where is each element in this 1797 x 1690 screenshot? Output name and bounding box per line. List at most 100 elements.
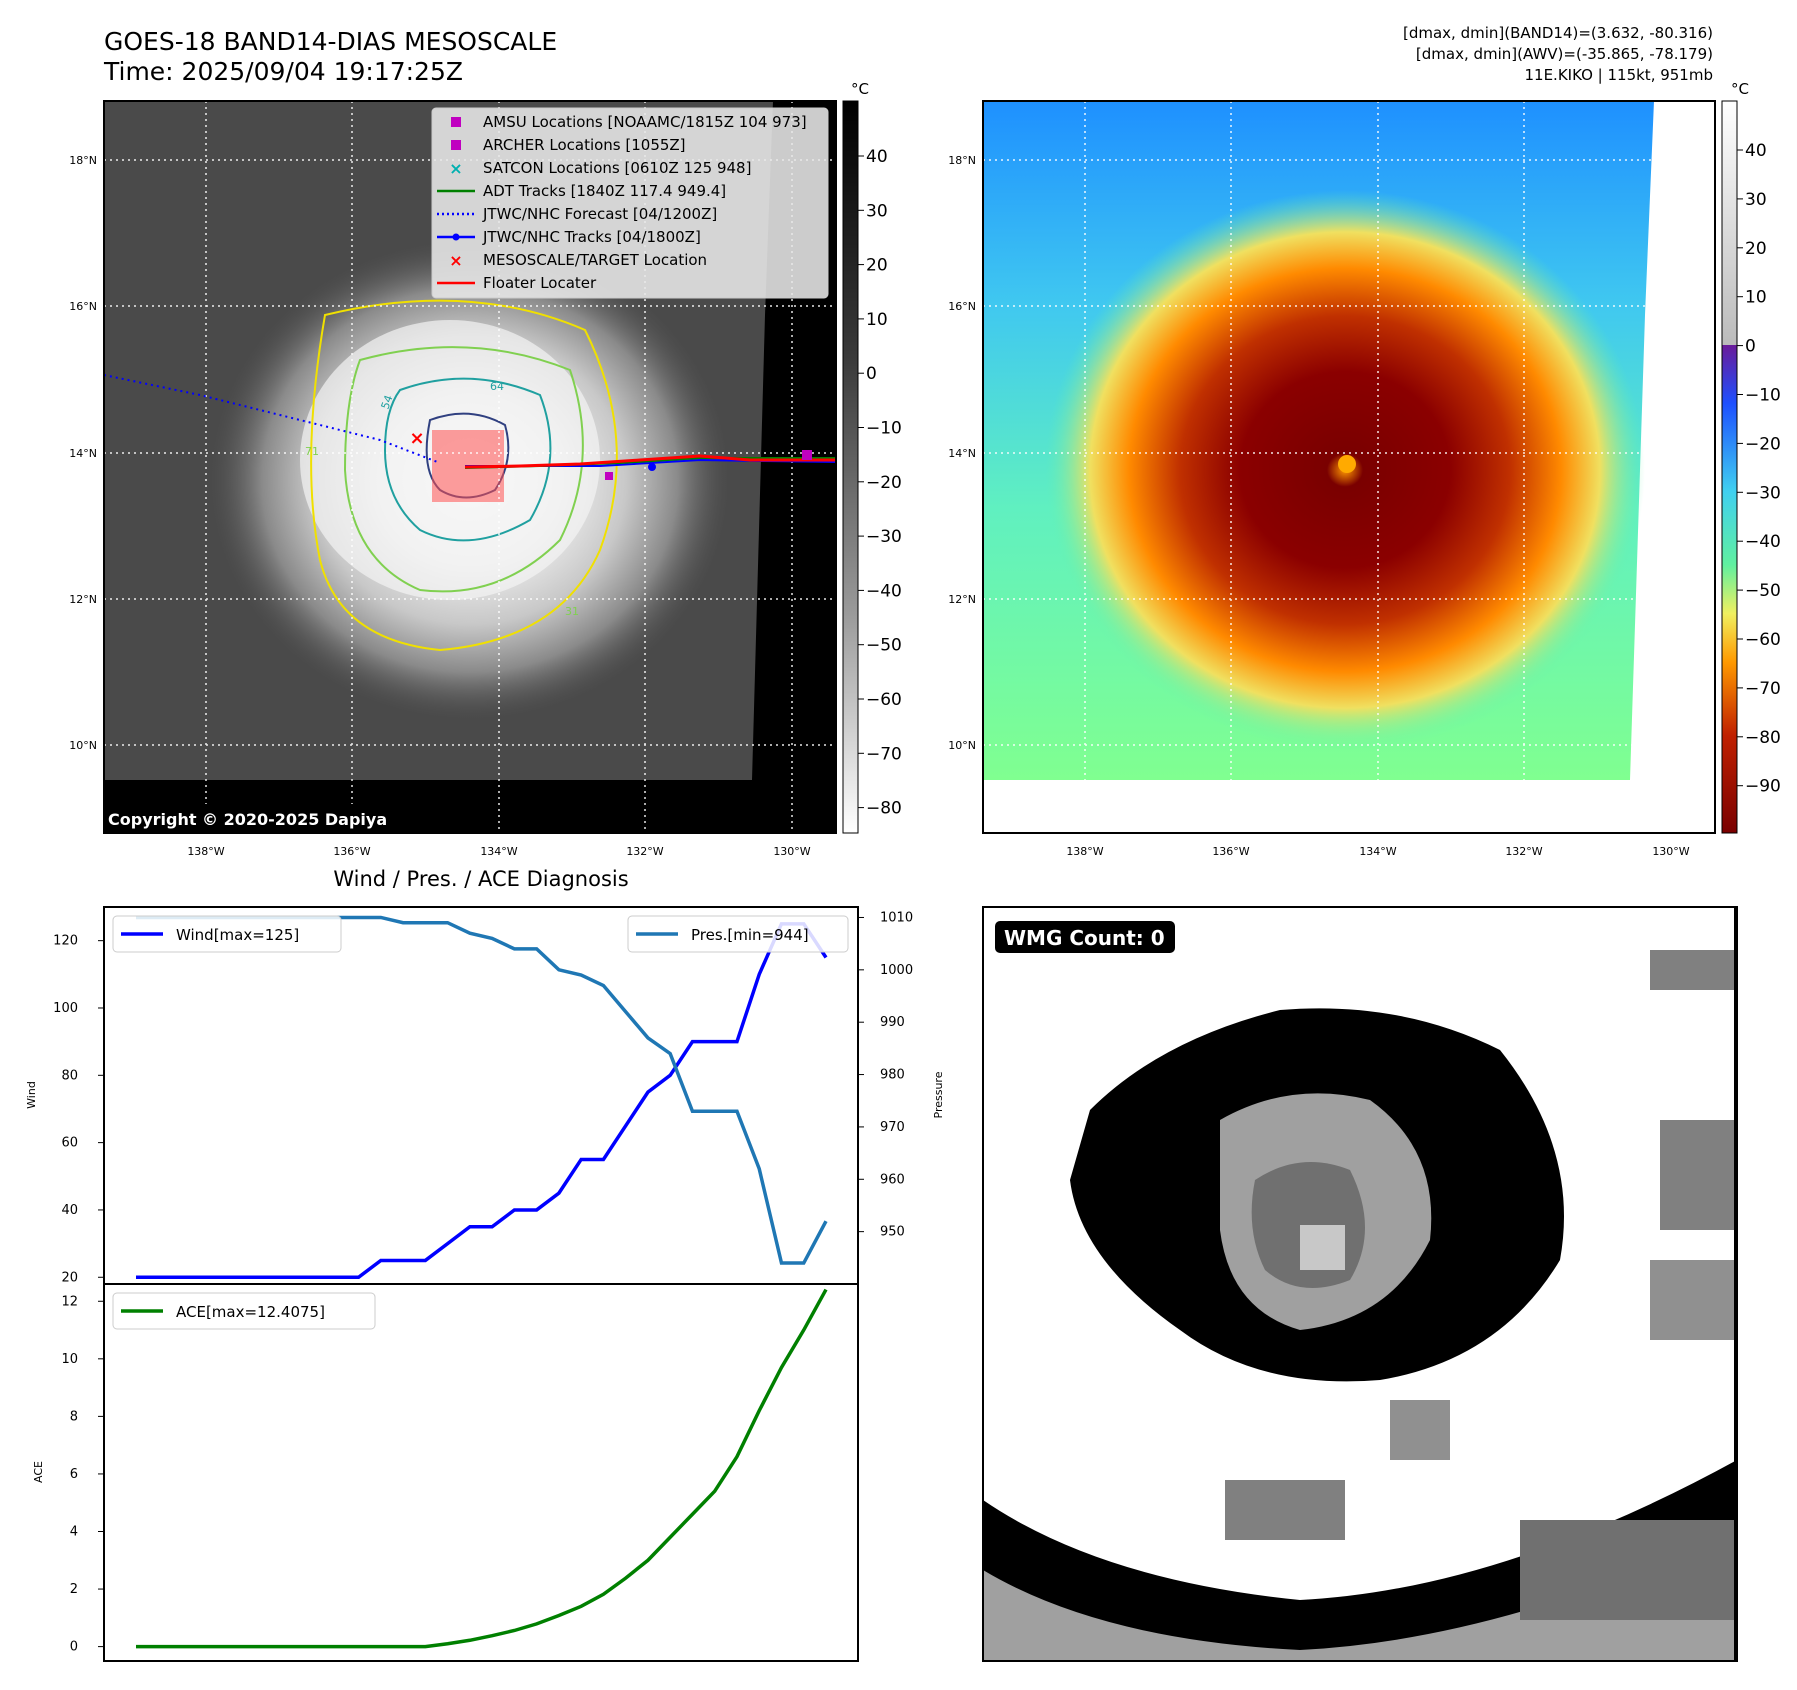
awv-cb-label: −30 bbox=[1745, 483, 1781, 503]
legend-label: Floater Locater bbox=[483, 274, 597, 292]
ir-colorbar-unit: °C bbox=[851, 80, 869, 98]
ace-tick-label: 12 bbox=[61, 1294, 78, 1309]
legend-label: ARCHER Locations [1055Z] bbox=[483, 136, 686, 154]
ir-lon-label: 134°W bbox=[480, 845, 517, 858]
legend-label: MESOSCALE/TARGET Location bbox=[483, 251, 707, 269]
pres-tick-label: 950 bbox=[880, 1225, 905, 1240]
awv-cb-label: −70 bbox=[1745, 679, 1781, 699]
wind-legend-label: Wind[max=125] bbox=[176, 926, 299, 944]
awv-lon-label: 138°W bbox=[1066, 845, 1103, 858]
awv-lon-label: 132°W bbox=[1505, 845, 1542, 858]
awv-lat-label: 16°N bbox=[948, 300, 976, 313]
awv-lat-label: 12°N bbox=[948, 593, 976, 606]
wmg-count-label: WMG Count: 0 bbox=[1004, 926, 1165, 950]
legend-item: × SATCON Locations [0610Z 125 948] bbox=[449, 159, 751, 178]
awv-cb-label: 20 bbox=[1745, 239, 1767, 259]
ace-panel: 12 10 8 6 4 2 0 ACE[max=12.4075] bbox=[61, 1283, 859, 1662]
ir-cb-label: −10 bbox=[866, 419, 902, 439]
pres-legend-label: Pres.[min=944] bbox=[691, 926, 809, 944]
awv-colorbar: °C 40 30 20 10 0 −10 −20 −30 −40 −50 −60 −70 −80 −90 bbox=[1721, 80, 1781, 834]
copyright: Copyright © 2020-2025 Dapiya bbox=[108, 810, 387, 829]
awv-colorbar-unit: °C bbox=[1731, 80, 1749, 98]
legend-item: JTWC/NHC Forecast [04/1200Z] bbox=[437, 205, 717, 223]
ir-legend: AMSU Locations [NOAAMC/1815Z 104 973] ARC… bbox=[431, 107, 829, 299]
awv-lon-label: 130°W bbox=[1652, 845, 1689, 858]
legend-item: ARCHER Locations [1055Z] bbox=[451, 136, 686, 154]
wmg-eye bbox=[1300, 1225, 1345, 1270]
wind-legend: Wind[max=125] bbox=[112, 915, 342, 953]
legend-label: AMSU Locations [NOAAMC/1815Z 104 973] bbox=[483, 113, 807, 131]
ir-lat-label: 10°N bbox=[69, 739, 97, 752]
wind-tick-label: 60 bbox=[61, 1136, 78, 1151]
ir-cb-label: −30 bbox=[866, 527, 902, 547]
ace-tick-label: 0 bbox=[70, 1640, 78, 1655]
legend-item: AMSU Locations [NOAAMC/1815Z 104 973] bbox=[451, 113, 807, 131]
ir-map-frame bbox=[103, 100, 837, 834]
ace-tick-label: 2 bbox=[70, 1582, 78, 1597]
legend-label: JTWC/NHC Forecast [04/1200Z] bbox=[482, 205, 717, 223]
awv-cb-label: 0 bbox=[1745, 337, 1756, 357]
ace-tick-label: 10 bbox=[61, 1352, 78, 1367]
wind-pres-panel: 120 100 80 60 40 20 1010 1000 990 980 970 960 950 W… bbox=[53, 906, 913, 1285]
wind-tick-label: 20 bbox=[61, 1270, 78, 1285]
legend-marker: × bbox=[449, 251, 462, 270]
ace-tick-label: 4 bbox=[70, 1524, 78, 1539]
legend-item: Floater Locater bbox=[437, 274, 597, 292]
awv-cb-label: −90 bbox=[1745, 777, 1781, 797]
contour-green bbox=[343, 346, 584, 593]
archer-marker bbox=[605, 472, 613, 480]
pres-tick-label: 960 bbox=[880, 1172, 905, 1187]
amsu-marker bbox=[802, 450, 812, 460]
legend-label: JTWC/NHC Tracks [04/1800Z] bbox=[482, 228, 701, 246]
dmax-band14: [dmax, dmin](BAND14)=(3.632, -80.316) bbox=[1403, 24, 1713, 42]
awv-cb-label: −80 bbox=[1745, 728, 1781, 748]
ir-lat-label: 14°N bbox=[69, 447, 97, 460]
contour-teal bbox=[383, 377, 552, 542]
wmg-outer-gray bbox=[983, 1530, 1737, 1661]
ir-cb-label: −70 bbox=[866, 744, 902, 764]
contour-label-0: 54 bbox=[379, 393, 396, 411]
pres-tick-label: 990 bbox=[880, 1015, 905, 1030]
awv-cb-label: −50 bbox=[1745, 581, 1781, 601]
pres-tick-label: 980 bbox=[880, 1068, 905, 1083]
ir-lat-label: 18°N bbox=[69, 154, 97, 167]
ir-lat-label: 12°N bbox=[69, 593, 97, 606]
ace-tick-label: 6 bbox=[70, 1467, 78, 1482]
awv-lon-label: 136°W bbox=[1212, 845, 1249, 858]
ace-series-line bbox=[136, 1288, 828, 1649]
contour-label-2: 71 bbox=[305, 445, 319, 458]
storm-info: 11E.KIKO | 115kt, 951mb bbox=[1524, 66, 1713, 84]
pres-tick-label: 970 bbox=[880, 1120, 905, 1135]
ir-colorbar: °C 40 30 20 10 0 −10 −20 −30 −40 −50 −60 −70 −80 bbox=[842, 80, 902, 834]
wmg-panel: WMG Count: 0 bbox=[982, 906, 1738, 1662]
wind-tick-label: 120 bbox=[53, 934, 78, 949]
contour-yellow bbox=[310, 299, 618, 652]
awv-gridlines bbox=[983, 101, 1715, 833]
legend-label: SATCON Locations [0610Z 125 948] bbox=[483, 159, 751, 177]
floater-track bbox=[464, 454, 836, 469]
awv-lat-label: 18°N bbox=[948, 154, 976, 167]
awv-map bbox=[983, 101, 1715, 833]
awv-eye bbox=[1338, 455, 1356, 473]
wind-tick-label: 40 bbox=[61, 1203, 78, 1218]
awv-cb-label: 40 bbox=[1745, 141, 1767, 161]
diagnosis-title: Wind / Pres. / ACE Diagnosis bbox=[333, 867, 628, 891]
ace-legend: ACE[max=12.4075] bbox=[112, 1292, 376, 1330]
legend-marker: × bbox=[449, 159, 462, 178]
ir-cb-label: 20 bbox=[866, 256, 888, 276]
ir-cb-label: −80 bbox=[866, 799, 902, 819]
legend-marker bbox=[451, 117, 461, 127]
ir-lon-label: 138°W bbox=[187, 845, 224, 858]
ace-tick-label: 8 bbox=[70, 1409, 78, 1424]
awv-cb-label: −40 bbox=[1745, 532, 1781, 552]
ir-lon-label: 136°W bbox=[333, 845, 370, 858]
ir-cb-label: −20 bbox=[866, 473, 902, 493]
legend-marker-dot bbox=[452, 233, 460, 241]
pres-ylabel: Pressure bbox=[932, 1071, 945, 1118]
legend-label: ADT Tracks [1840Z 117.4 949.4] bbox=[483, 182, 726, 200]
wind-series-line bbox=[136, 922, 828, 1280]
awv-cb-label: −60 bbox=[1745, 630, 1781, 650]
ir-cb-label: 10 bbox=[866, 310, 888, 330]
ir-lon-label: 130°W bbox=[773, 845, 810, 858]
